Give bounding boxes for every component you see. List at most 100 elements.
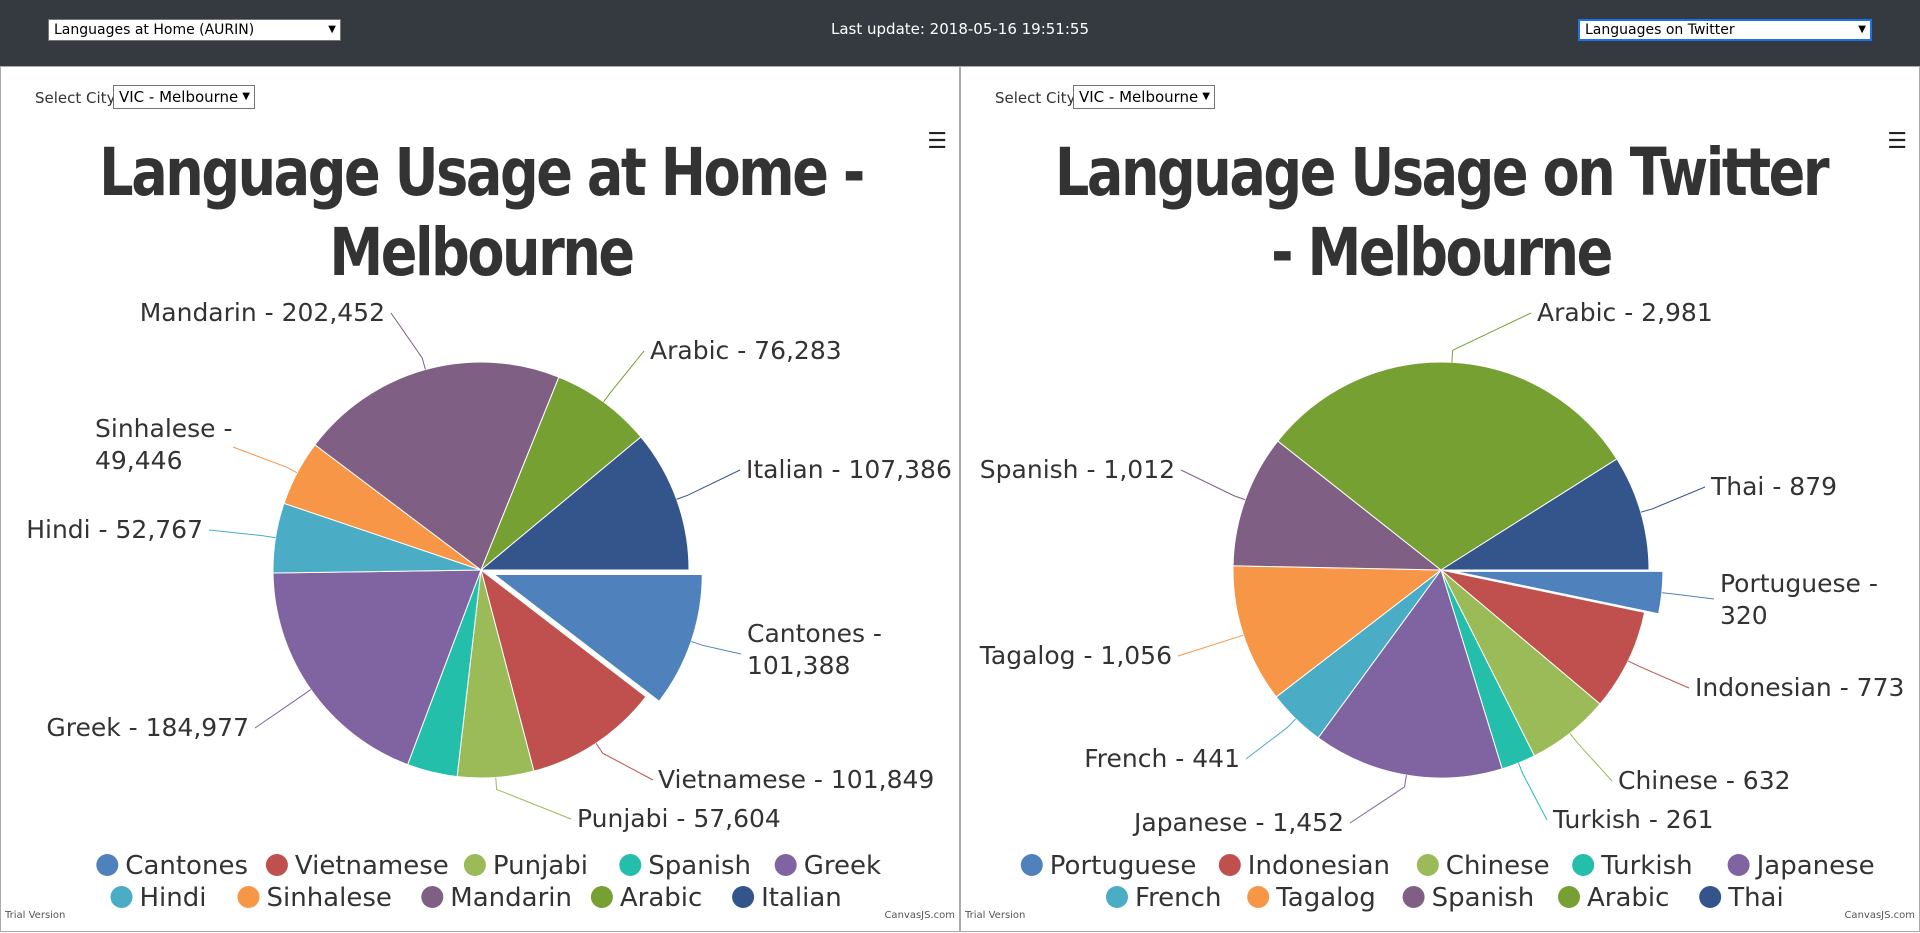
legend-marker — [1699, 886, 1722, 908]
slice-label-spanish: Spanish - 1,012 — [980, 455, 1175, 484]
label-line-sinhalese — [232, 446, 298, 474]
pie-slice-indonesian[interactable] — [1440, 569, 1646, 705]
trial-version-text: Trial Version — [965, 910, 1026, 921]
legend-item-greek[interactable]: Greek — [774, 851, 881, 881]
legend-label-portuguese: Portuguese — [1050, 851, 1197, 881]
legend-item-portuguese[interactable]: Portuguese — [1020, 851, 1197, 881]
pie-slice-mandarin[interactable] — [314, 361, 560, 571]
legend-label-thai: Thai — [1727, 883, 1784, 913]
legend-item-tagalog[interactable]: Tagalog — [1247, 883, 1376, 913]
legend-item-punjabi[interactable]: Punjabi — [463, 851, 588, 881]
legend-item-sinhalese[interactable]: Sinhalese — [237, 883, 392, 913]
trial-version-text: Trial Version — [5, 910, 66, 921]
slice-label-italian: Italian - 107,386 — [746, 455, 952, 484]
chart-menu-icon[interactable]: ☰ — [927, 129, 947, 154]
legend-item-vietnamese[interactable]: Vietnamese — [265, 851, 449, 881]
label-line-vietnamese — [595, 742, 654, 781]
label-line-italian — [676, 469, 741, 500]
legend-item-italian[interactable]: Italian — [732, 883, 842, 913]
legend-item-spanish[interactable]: Spanish — [1402, 883, 1535, 913]
slice-label-greek: Greek - 184,977 — [46, 713, 249, 742]
legend-label-greek: Greek — [804, 851, 881, 881]
legend-label-tagalog: Tagalog — [1275, 883, 1376, 913]
slice-label-turkish: Turkish - 261 — [1552, 805, 1714, 834]
pie-slice-cantones[interactable] — [492, 574, 703, 702]
legend-item-indonesian[interactable]: Indonesian — [1218, 851, 1390, 881]
city-label: Select City — [995, 89, 1076, 107]
legend-label-arabic: Arabic — [1587, 883, 1669, 913]
legend-label-indonesian: Indonesian — [1248, 851, 1390, 881]
city-select-twitter[interactable]: VIC - Melbourne ▼ — [1073, 85, 1215, 109]
legend-item-french[interactable]: French — [1106, 883, 1221, 913]
legend-item-thai[interactable]: Thai — [1699, 883, 1784, 913]
slice-label-japanese: Japanese - 1,452 — [1132, 808, 1344, 837]
label-line-french — [1245, 718, 1297, 760]
legend-item-chinese[interactable]: Chinese — [1416, 851, 1550, 881]
legend-label-spanish: Spanish — [648, 851, 751, 881]
caret-down-icon: ▼ — [328, 24, 336, 35]
legend-marker — [1572, 854, 1595, 876]
legend-label-italian: Italian — [761, 883, 842, 913]
label-line-punjabi — [495, 777, 572, 820]
slice-label-chinese: Chinese - 632 — [1618, 766, 1791, 795]
legend-marker — [1020, 854, 1043, 876]
pie-slice-arabic[interactable] — [480, 376, 642, 571]
dataset-select-right-value: Languages on Twitter — [1585, 22, 1735, 38]
label-line-greek — [254, 689, 312, 729]
label-line-japanese — [1349, 775, 1407, 824]
caret-down-icon: ▼ — [242, 91, 250, 102]
label-line-portuguese — [1661, 592, 1715, 600]
legend-marker — [732, 886, 755, 908]
dataset-select-left[interactable]: Languages at Home (AURIN) ▼ — [48, 19, 341, 41]
chart-menu-icon[interactable]: ☰ — [1887, 129, 1907, 154]
legend-label-french: French — [1135, 883, 1221, 913]
panel-twitter: Select City VIC - Melbourne ▼ ☰ Language… — [960, 66, 1920, 932]
city-label: Select City — [35, 89, 116, 107]
legend-label-arabic: Arabic — [620, 883, 702, 913]
legend-marker — [1558, 886, 1580, 908]
legend-item-japanese[interactable]: Japanese — [1727, 851, 1875, 881]
slice-label-thai: Thai - 879 — [1710, 472, 1837, 501]
slice-label-vietnamese: Vietnamese - 101,849 — [658, 765, 934, 794]
pie-slice-thai[interactable] — [1439, 458, 1650, 571]
caret-down-icon: ▼ — [1858, 24, 1866, 35]
label-line-cantones — [691, 640, 742, 655]
legend-marker — [590, 886, 613, 908]
label-line-thai — [1640, 486, 1706, 513]
panel-home: Select City VIC - Melbourne ▼ ☰ Language… — [0, 66, 960, 932]
legend-label-sinhalese: Sinhalese — [267, 883, 392, 913]
pie-slice-japanese[interactable] — [1317, 568, 1503, 779]
legend-item-spanish[interactable]: Spanish — [619, 851, 751, 881]
legend-marker — [96, 854, 119, 876]
slice-label-indonesian: Indonesian - 773 — [1695, 673, 1904, 702]
chart-title-twitter: Language Usage on Twitter - Melbourne — [1054, 134, 1830, 291]
legend-marker — [110, 886, 133, 908]
legend-item-cantones[interactable]: Cantones — [96, 851, 248, 881]
canvasjs-credit-link[interactable]: CanvasJS.com — [1844, 910, 1915, 921]
label-line-hindi — [208, 529, 276, 539]
label-line-turkish — [1518, 762, 1548, 821]
label-line-spanish — [1180, 469, 1246, 501]
canvasjs-credit-link[interactable]: CanvasJS.com — [884, 910, 955, 921]
legend-label-vietnamese: Vietnamese — [295, 851, 449, 881]
dataset-select-right[interactable]: Languages on Twitter ▼ — [1578, 19, 1872, 41]
legend-label-japanese: Japanese — [1755, 851, 1875, 881]
legend-marker — [1416, 854, 1439, 876]
slice-label-french: French - 441 — [1084, 744, 1240, 773]
pie-slice-greek[interactable] — [272, 569, 482, 766]
slice-label-arabic: Arabic - 76,283 — [650, 336, 842, 365]
legend-item-arabic[interactable]: Arabic — [590, 883, 702, 913]
top-bar: Languages at Home (AURIN) ▼ Last update:… — [0, 0, 1920, 66]
city-select-home[interactable]: VIC - Melbourne ▼ — [113, 85, 255, 109]
pie-slice-vietnamese[interactable] — [480, 568, 647, 772]
legend-marker — [265, 854, 288, 876]
pie-chart-home: Cantones -101,388 Vietnamese - 101,849 Pun… — [26, 298, 952, 913]
legend-item-turkish[interactable]: Turkish — [1572, 851, 1693, 881]
legend-marker — [1402, 886, 1425, 908]
legend-item-arabic[interactable]: Arabic — [1558, 883, 1669, 913]
pie-chart-twitter: Portuguese -320 Indonesian - 773 Chinese -… — [979, 298, 1905, 913]
legend-item-mandarin[interactable]: Mandarin — [421, 883, 572, 913]
pie-slice-italian[interactable] — [479, 436, 690, 571]
legend-item-hindi[interactable]: Hindi — [110, 883, 207, 913]
city-select-home-value: VIC - Melbourne — [119, 88, 239, 106]
